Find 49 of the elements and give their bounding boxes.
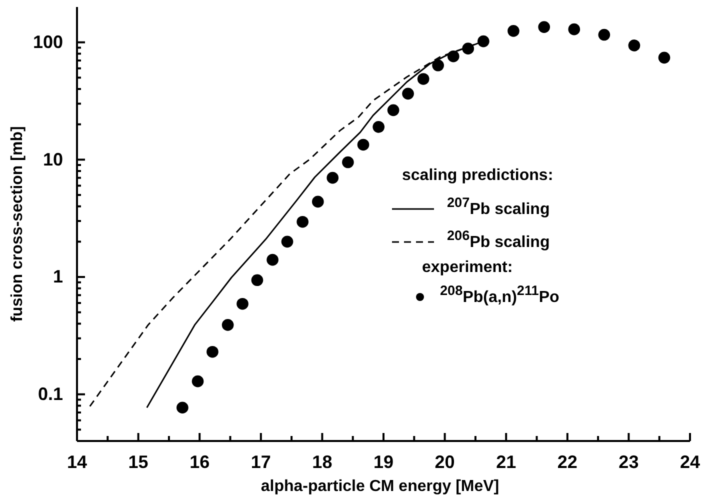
point (312, 196, 324, 208)
point (206, 346, 218, 358)
point (417, 73, 430, 85)
point (236, 298, 248, 310)
x-tick-label: 20 (434, 452, 455, 472)
y-axis-title: fusion cross-section [mb] (9, 126, 26, 322)
y-tick-label: 0.1 (38, 384, 63, 404)
x-tick-label: 18 (312, 452, 332, 472)
y-tick-label: 100 (32, 32, 63, 52)
point (628, 40, 640, 52)
legend-label: $^{208}$Pb(a,n)$^{211}$Po (440, 282, 560, 306)
point (432, 59, 444, 72)
point (658, 52, 670, 64)
annotation: experiment: (422, 259, 513, 276)
x-tick-label: 16 (190, 452, 210, 472)
y-tick-label: 10 (42, 149, 63, 170)
x-tick-label: 23 (618, 452, 639, 472)
point (296, 216, 308, 228)
point (192, 375, 204, 388)
point (342, 156, 354, 168)
point (281, 236, 294, 248)
point (568, 23, 580, 36)
x-tick-label: 24 (680, 452, 700, 472)
x-axis-title: alpha-particle CM energy [MeV] (260, 478, 500, 495)
point (447, 50, 460, 62)
x-tick-label: 14 (66, 452, 88, 472)
legend-title: scaling predictions: (402, 167, 554, 184)
legend-label: $^{206}$Pb scaling (447, 228, 550, 251)
point (251, 274, 264, 286)
legend-label: $^{207}$Pb scaling (447, 194, 550, 218)
point (508, 25, 520, 37)
point (326, 172, 339, 184)
point (372, 121, 385, 133)
point (478, 35, 490, 48)
x-tick-label: 15 (128, 452, 148, 472)
x-tick-label: 19 (373, 452, 394, 472)
point (176, 402, 188, 414)
point (266, 254, 278, 266)
y-tick-label: 1 (52, 266, 63, 287)
point (402, 88, 414, 100)
x-tick-label: 17 (250, 452, 271, 472)
point (357, 138, 370, 151)
point (222, 319, 234, 331)
x-tick-label: 22 (557, 452, 578, 472)
x-tick-label: 21 (496, 452, 516, 472)
point (462, 42, 474, 55)
point (538, 21, 550, 33)
point (387, 104, 400, 116)
point (598, 28, 610, 41)
